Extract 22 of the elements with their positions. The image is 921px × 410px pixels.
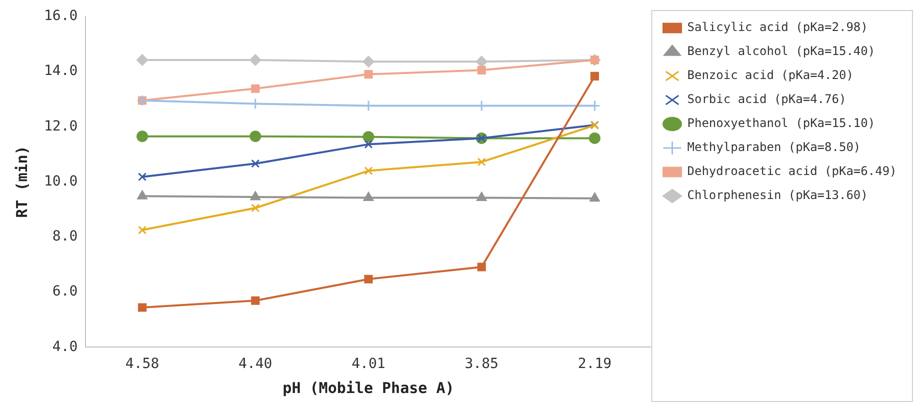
legend-label: Benzyl alcohol (pKa=15.40) xyxy=(687,44,876,58)
legend-label: Salicylic acid (pKa=2.98) xyxy=(687,20,868,34)
legend-label: Chlorphenesin (pKa=13.60) xyxy=(687,188,868,202)
x-tick-label: 2.19 xyxy=(578,356,612,372)
y-tick-label: 6.0 xyxy=(52,284,78,300)
x-tick-label: 3.85 xyxy=(464,356,498,372)
legend-label: Methylparaben (pKa=8.50) xyxy=(687,140,861,154)
x-tick-label: 4.40 xyxy=(238,356,272,372)
x-tick-label: 4.01 xyxy=(352,356,386,372)
y-axis-title: RT (min) xyxy=(12,146,31,218)
y-tick-label: 10.0 xyxy=(44,173,78,190)
y-tick-label: 8.0 xyxy=(52,228,78,245)
legend-label: Sorbic acid (pKa=4.76) xyxy=(687,92,846,106)
legend-label: Benzoic acid (pKa=4.20) xyxy=(687,68,854,82)
y-tick-label: 12.0 xyxy=(44,118,78,134)
y-tick-label: 4.0 xyxy=(52,338,78,355)
x-axis-title: pH (Mobile Phase A) xyxy=(282,378,454,397)
x-tick-label: 4.58 xyxy=(125,356,160,372)
y-tick-label: 14.0 xyxy=(44,63,78,80)
legend-label: Dehydroacetic acid (pKa=6.49) xyxy=(687,164,897,178)
y-tick-label: 16.0 xyxy=(44,8,78,24)
legend-label: Phenoxyethanol (pKa=15.10) xyxy=(687,116,876,130)
